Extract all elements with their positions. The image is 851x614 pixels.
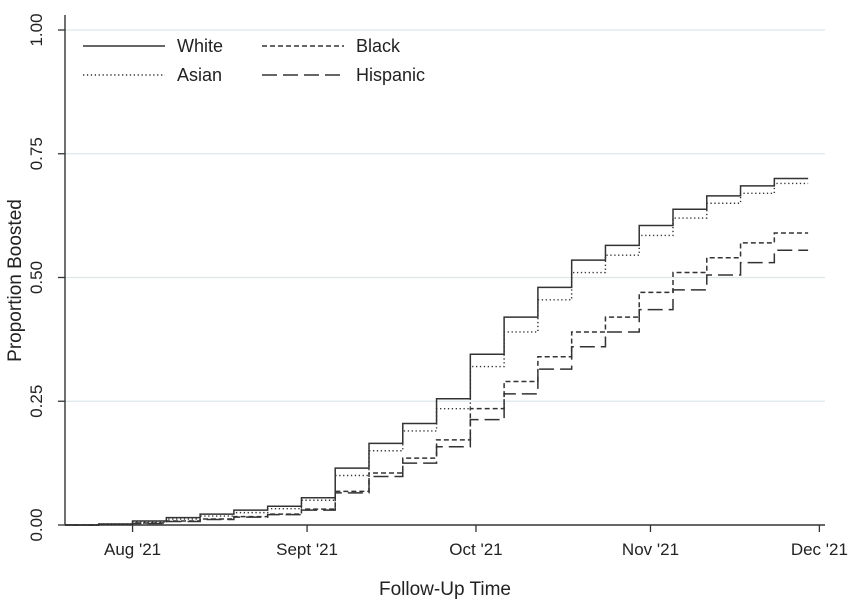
legend-label: Black: [356, 36, 401, 56]
y-tick-label: 0.25: [27, 385, 46, 418]
legend-item-black: Black: [262, 36, 401, 56]
x-tick-label: Oct '21: [449, 540, 502, 559]
grid-layer: [65, 29, 825, 402]
x-tick-label: Sept '21: [276, 540, 338, 559]
x-ticks: Aug '21 Sept '21 Oct '21 Nov '21 Dec '21: [104, 525, 848, 559]
series-line-hispanic: [65, 249, 809, 526]
y-axis-title: Proportion Boosted: [5, 199, 26, 362]
series-line-black: [65, 232, 809, 526]
legend: White Black Asian Hispanic: [83, 36, 425, 85]
axis-layer: [64, 15, 825, 526]
legend-item-white: White: [83, 36, 223, 56]
x-tick-label: Nov '21: [622, 540, 679, 559]
y-ticks: 0.00 0.25 0.50 0.75 1.00: [27, 13, 65, 542]
series-line-white: [65, 177, 809, 526]
y-tick-label: 0.75: [27, 137, 46, 170]
y-tick-label: 0.50: [27, 261, 46, 294]
series-line-asian: [65, 182, 809, 526]
legend-label: Asian: [177, 65, 222, 85]
legend-item-hispanic: Hispanic: [262, 65, 425, 85]
x-tick-label: Aug '21: [104, 540, 161, 559]
series-layer: [65, 177, 809, 526]
x-tick-label: Dec '21: [791, 540, 848, 559]
legend-item-asian: Asian: [83, 65, 222, 85]
x-axis-title: Follow-Up Time: [379, 579, 511, 600]
y-tick-label: 0.00: [27, 508, 46, 541]
legend-label: White: [177, 36, 223, 56]
legend-label: Hispanic: [356, 65, 425, 85]
y-tick-label: 1.00: [27, 13, 46, 46]
